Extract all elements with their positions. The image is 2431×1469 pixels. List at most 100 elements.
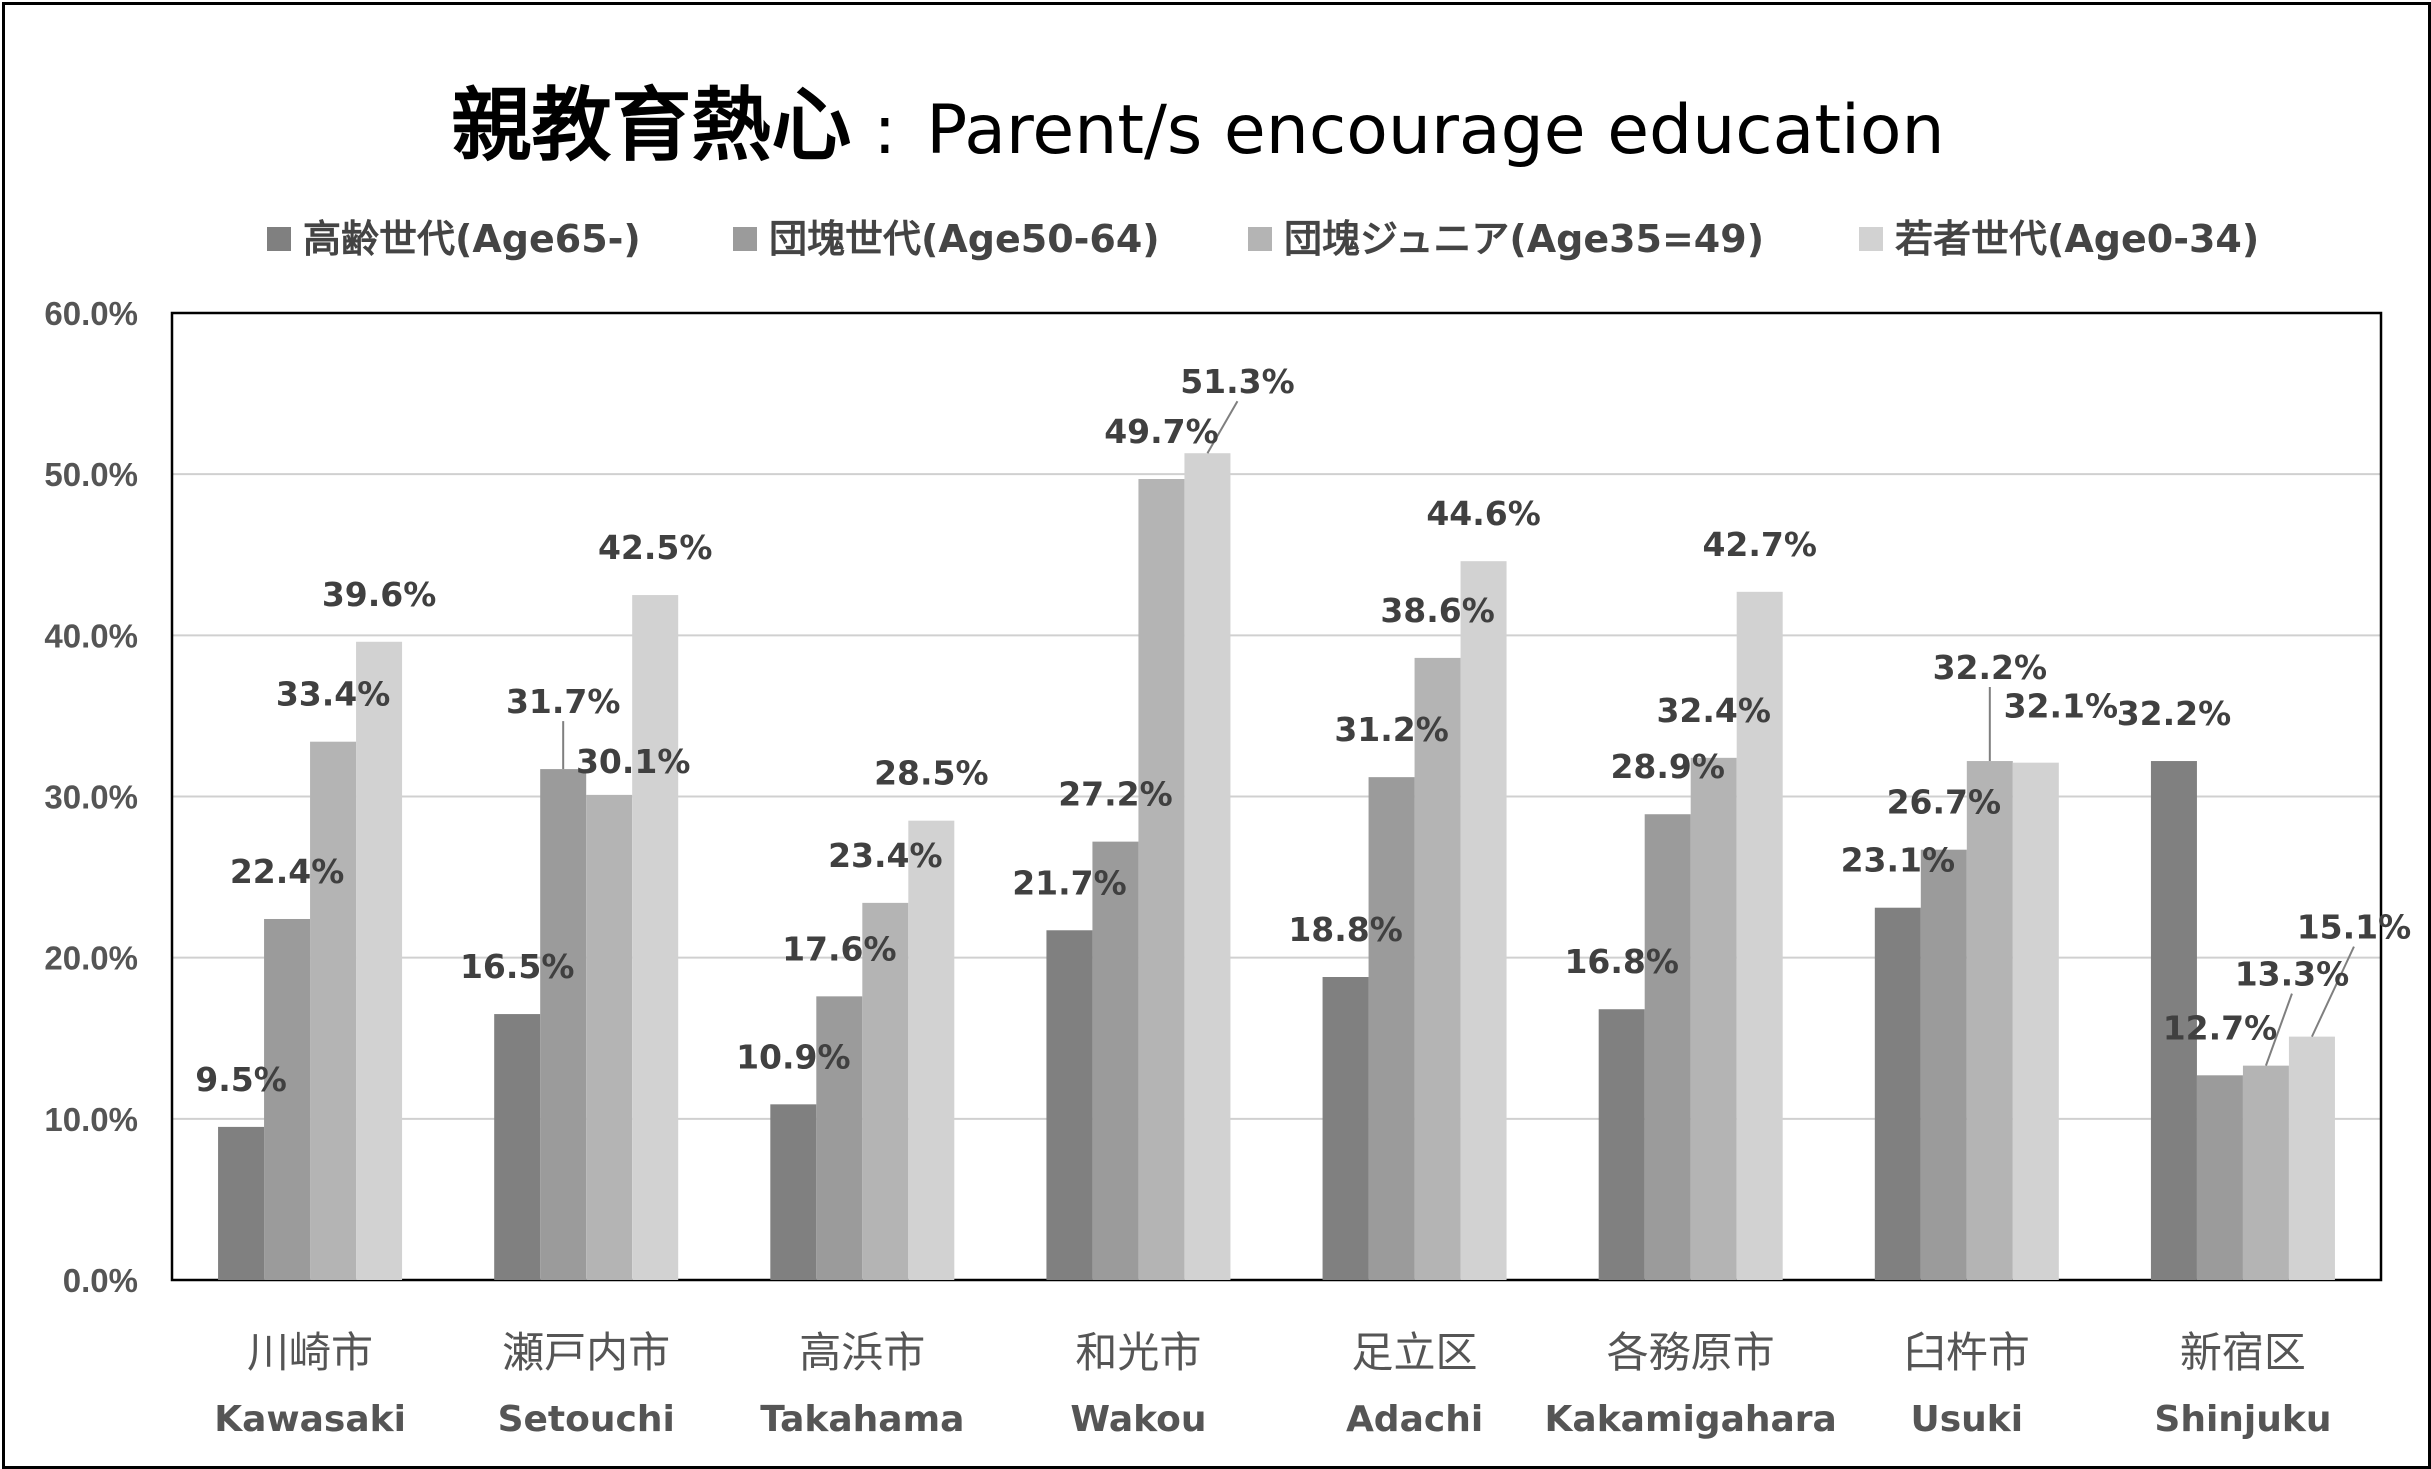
data-label: 10.9%	[736, 1037, 851, 1076]
legend: 高齢世代(Age65-) 団塊世代(Age50-64) 団塊ジュニア(Age35=4…	[267, 217, 2259, 261]
x-tick-label-en: Usuki	[1911, 1399, 2024, 1440]
data-label: 30.1%	[576, 742, 691, 781]
bar	[540, 769, 587, 1280]
bar	[1138, 479, 1185, 1280]
bar	[1920, 849, 1967, 1280]
x-tick-label-jp: 川崎市	[247, 1328, 373, 1377]
data-label: 9.5%	[195, 1060, 287, 1099]
data-label: 17.6%	[782, 929, 897, 968]
data-label: 44.6%	[1426, 494, 1541, 533]
plot-area-border	[170, 311, 2383, 1282]
bar	[218, 1126, 265, 1280]
gridlines	[170, 311, 2383, 1282]
bar	[1598, 1009, 1645, 1280]
data-label: 42.7%	[1702, 525, 1817, 564]
data-label: 16.5%	[460, 947, 575, 986]
x-tick-label-jp: 和光市	[1075, 1328, 1201, 1377]
data-label: 32.2%	[1933, 648, 2048, 687]
x-tick-label-en: Kawasaki	[214, 1399, 406, 1440]
y-tick-label: 30.0%	[44, 779, 138, 816]
x-tick-label-jp: 高浜市	[799, 1328, 925, 1377]
bar	[1460, 561, 1507, 1280]
bar	[2196, 1075, 2243, 1280]
bar	[1184, 453, 1231, 1281]
x-axis: 川崎市 Kawasaki 瀬戸内市 Setouchi 高浜市 Takahama 和光市 Wak…	[214, 1328, 2331, 1440]
y-tick-label: 10.0%	[44, 1101, 138, 1138]
bar	[1874, 907, 1921, 1280]
data-label: 15.1%	[2297, 908, 2412, 947]
y-tick-label: 0.0%	[63, 1262, 138, 1299]
leader-lines	[562, 400, 2355, 1066]
bar	[816, 996, 863, 1280]
data-label: 51.3%	[1180, 362, 1295, 401]
bar	[2150, 761, 2197, 1280]
data-label: 42.5%	[598, 528, 713, 567]
data-label: 33.4%	[276, 675, 391, 714]
bar	[862, 902, 909, 1280]
y-tick-label: 60.0%	[44, 295, 138, 332]
bars	[218, 453, 2335, 1281]
x-tick-label-jp: 臼杵市	[1904, 1328, 2030, 1377]
bar	[2288, 1036, 2335, 1280]
bar	[586, 794, 633, 1280]
chart-title: 親教育熱心 : Parent/s encourage education	[451, 79, 1944, 172]
bar	[1644, 814, 1691, 1280]
legend-swatch	[1859, 227, 1883, 251]
chart-title-en: Parent/s encourage education	[926, 91, 1944, 170]
data-labels: 9.5% 22.4% 33.4% 39.6% 16.5% 31.7% 30.1% 42.5% 1…	[195, 362, 2411, 1099]
data-label: 49.7%	[1104, 412, 1219, 451]
legend-label: 団塊ジュニア(Age35=49)	[1284, 217, 1764, 261]
chart-title-jp: 親教育熱心	[451, 79, 851, 172]
data-label: 31.7%	[506, 682, 621, 721]
data-label: 16.8%	[1564, 942, 1679, 981]
data-label: 13.3%	[2235, 955, 2350, 994]
data-label: 12.7%	[2163, 1008, 2278, 1047]
bar	[1322, 977, 1369, 1280]
data-label: 23.1%	[1841, 841, 1956, 880]
bar	[1966, 761, 2013, 1280]
bar	[1414, 657, 1461, 1280]
bar	[356, 641, 403, 1280]
bar	[1368, 777, 1415, 1280]
bar	[1092, 841, 1139, 1280]
data-label: 31.2%	[1334, 710, 1449, 749]
legend-label: 若者世代(Age0-34)	[1895, 217, 2259, 261]
x-tick-label-en: Adachi	[1346, 1399, 1483, 1440]
x-tick-label-en: Setouchi	[498, 1399, 675, 1440]
legend-label: 高齢世代(Age65-)	[303, 217, 641, 261]
data-label: 27.2%	[1058, 775, 1173, 814]
x-tick-label-jp: 各務原市	[1607, 1328, 1775, 1377]
x-tick-label-en: Shinjuku	[2154, 1399, 2331, 1440]
bar	[2012, 762, 2059, 1280]
x-tick-label-en: Wakou	[1070, 1399, 1206, 1440]
x-tick-label-jp: 瀬戸内市	[502, 1328, 670, 1377]
bar	[1046, 930, 1093, 1280]
bar	[264, 918, 311, 1280]
data-label: 28.5%	[874, 754, 989, 793]
legend-swatch	[1248, 227, 1272, 251]
leader-line	[2264, 993, 2293, 1066]
data-label: 38.6%	[1380, 591, 1495, 630]
data-label: 28.9%	[1610, 747, 1725, 786]
bar	[908, 820, 955, 1280]
y-tick-label: 40.0%	[44, 617, 138, 654]
bar	[494, 1014, 541, 1280]
bar	[2242, 1065, 2289, 1280]
legend-swatch	[733, 227, 757, 251]
chart-svg: 親教育熱心 : Parent/s encourage education 高齢世…	[44, 79, 2411, 1440]
legend-label: 団塊世代(Age50-64)	[769, 217, 1160, 261]
x-tick-label-en: Takahama	[760, 1399, 964, 1440]
data-label: 39.6%	[322, 575, 437, 614]
leader-line	[1206, 400, 1239, 454]
bar	[770, 1104, 817, 1280]
data-label: 32.1%	[2004, 687, 2119, 726]
x-tick-label-en: Kakamigahara	[1545, 1399, 1837, 1440]
y-axis: 0.0% 10.0% 20.0% 30.0% 40.0% 50.0% 60.0%	[44, 295, 138, 1299]
y-tick-label: 20.0%	[44, 940, 138, 977]
bar	[310, 741, 357, 1280]
data-label: 26.7%	[1887, 783, 2002, 822]
data-label: 32.4%	[1656, 691, 1771, 730]
x-tick-label-jp: 足立区	[1352, 1328, 1478, 1377]
y-tick-label: 50.0%	[44, 456, 138, 493]
